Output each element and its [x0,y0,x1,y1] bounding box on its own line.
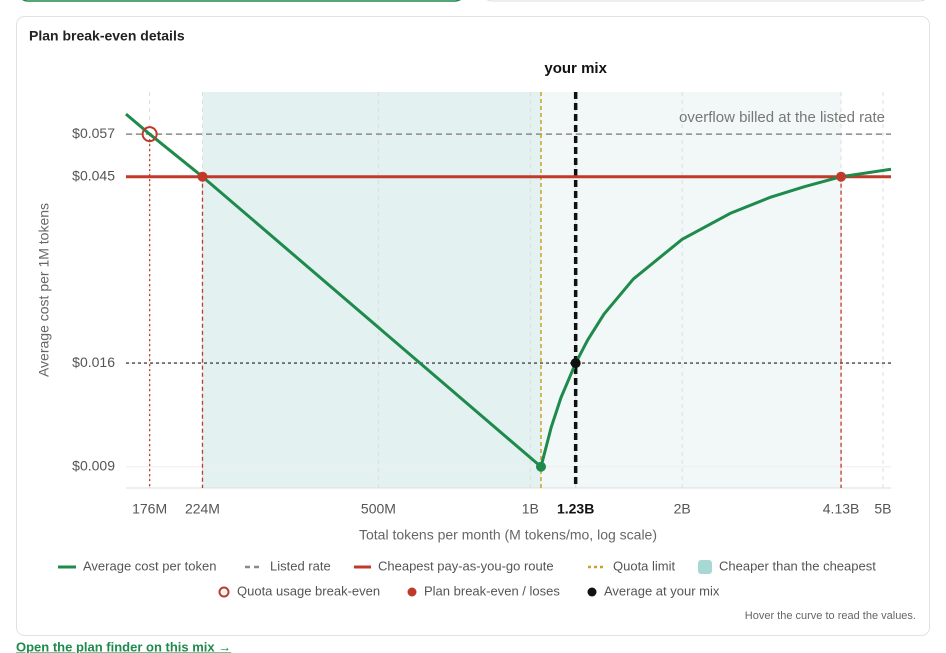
card-title: Plan break-even details [29,28,185,44]
x-tick-label: 2B [674,501,691,517]
tab[interactable] [482,0,930,2]
y-tick-label: $0.045 [72,167,115,183]
quota-point [535,461,546,472]
x-axis-label: Total tokens per month (M tokens/mo, log… [359,527,657,543]
x-tick-label: 4.13B [823,501,860,517]
note: Hover the curve to read the values. [745,610,916,622]
x-tick-label: 224M [185,501,220,517]
legend-swatch [698,560,712,574]
x-tick-label: 5B [874,501,891,517]
legend-swatch [587,587,597,597]
legend-swatch [407,587,417,597]
x-tick-label: 176M [132,501,167,517]
x-tick-label: 1.23B [557,501,594,517]
legend-label: Cheaper than the cheapest [719,558,876,573]
x-tick-label: 1B [522,501,539,517]
your-mix-marker [570,358,581,369]
quota-breakeven-marker [141,126,158,143]
plan-breakeven-marker [836,171,847,182]
y-tick-label: $0.057 [72,125,115,141]
series-line [125,112,892,469]
your-mix-label: your mix [544,60,607,77]
annotation: overflow billed at the listed rate [679,109,885,126]
legend-label: Quota limit [613,558,676,573]
y-axis-label: Average cost per 1M tokens [36,203,52,377]
legend-swatch [218,586,230,598]
legend-label: Cheapest pay-as-you-go route [378,558,554,573]
legend-label: Average cost per token [83,558,216,573]
y-tick-label: $0.016 [72,354,115,370]
cheaper-region [540,92,842,488]
cheaper-region [202,92,541,488]
link[interactable]: Open the plan finder on this mix → [16,639,231,653]
legend-label: Quota usage break-even [237,583,380,598]
x-tick-label: 500M [361,501,396,517]
legend-label: Listed rate [270,558,331,573]
y-tick-label: $0.009 [72,457,115,473]
plan-breakeven-marker [197,171,208,182]
tab[interactable] [18,0,465,2]
legend-label: Plan break-even / loses [424,583,560,598]
legend-label: Average at your mix [604,583,720,598]
